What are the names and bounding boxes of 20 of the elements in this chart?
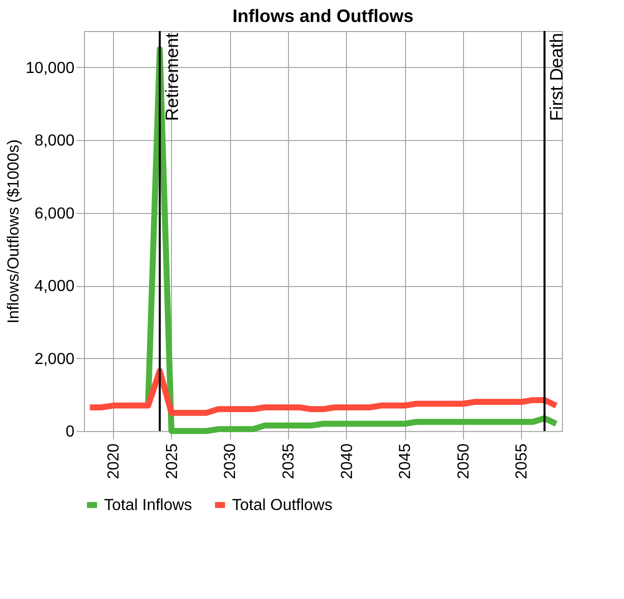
y-tick-label: 6,000 [34, 205, 75, 222]
x-tick-label: 2035 [280, 443, 298, 480]
legend-label: Total Outflows [232, 497, 332, 514]
y-tick-label: 10,000 [26, 60, 75, 77]
ref-line-label: Retirement [162, 33, 182, 122]
y-tick-label: 8,000 [34, 132, 75, 150]
y-tick-label: 0 [66, 424, 75, 440]
y-axis-title: Inflows/Outflows ($1000s) [6, 139, 23, 324]
y-tick-label: 2,000 [34, 350, 75, 368]
y-tick-label: 4,000 [34, 278, 75, 296]
x-tick-label: 2055 [514, 443, 531, 480]
chart-title: Inflows and Outflows [232, 6, 414, 26]
x-tick-label: 2040 [338, 443, 356, 480]
x-tick-label: 2050 [455, 443, 472, 480]
legend-label: Total Inflows [104, 497, 192, 514]
x-tick-label: 2030 [222, 443, 240, 480]
x-tick-label: 2045 [397, 443, 414, 480]
x-tick-label: 2025 [164, 443, 181, 480]
ref-line-label: First Death [546, 33, 567, 122]
x-tick-label: 2020 [106, 443, 123, 480]
